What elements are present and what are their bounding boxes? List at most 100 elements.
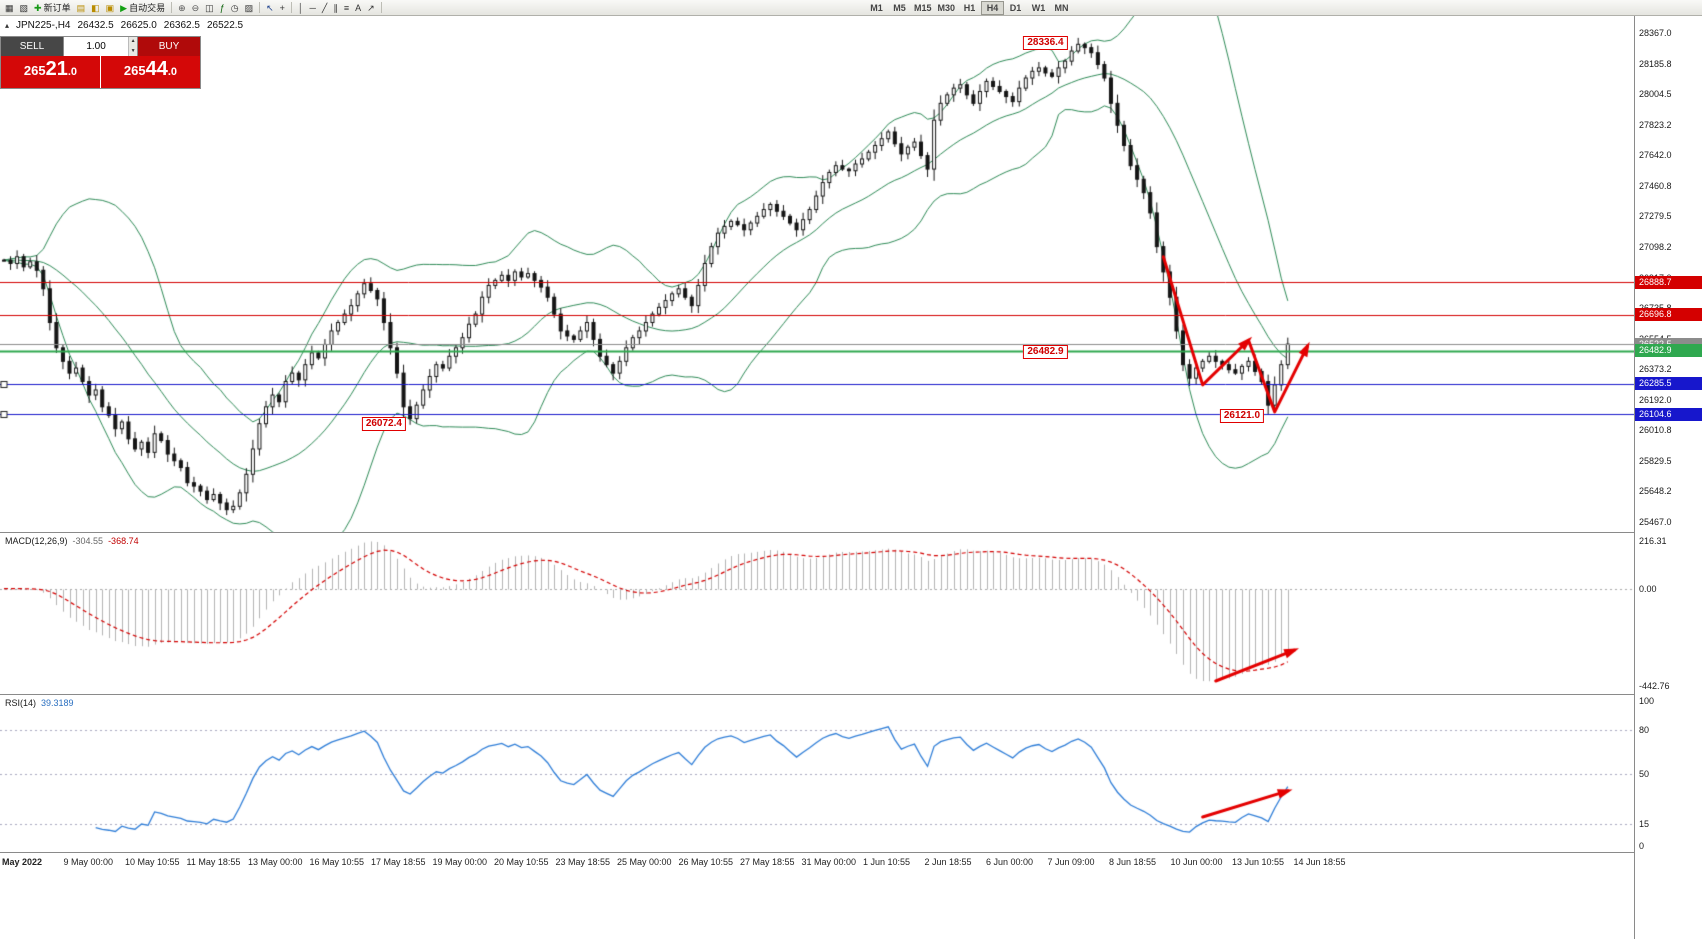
time-label: 6 Jun 00:00 — [986, 857, 1034, 867]
timeframe-m1-button[interactable]: M1 — [865, 1, 888, 15]
toolbar-separator — [290, 2, 292, 13]
axis-tick-label: 28004.5 — [1639, 89, 1672, 100]
templates-button[interactable]: ▨ — [242, 1, 257, 15]
main-chart-canvas[interactable] — [0, 16, 1634, 532]
time-axis[interactable]: May 2022 9 May 00:00 10 May 10:55 11 May 18… — [0, 852, 1634, 872]
price-line-label: 26696.8 — [1635, 308, 1702, 322]
macd-main-value: -304.55 — [72, 536, 104, 546]
axis-tick-label: 27098.2 — [1639, 241, 1672, 252]
new-order-button[interactable]: ✚ 新订单 — [31, 1, 74, 15]
new-chart-button[interactable]: ▦ — [2, 1, 17, 15]
time-label: 2 Jun 18:55 — [924, 857, 972, 867]
price-line-label: 26285.5 — [1635, 377, 1702, 391]
trendline-button[interactable]: ╱ — [319, 1, 330, 15]
price-callout[interactable]: 26072.4 — [361, 416, 406, 431]
sell-price-button[interactable]: 265 21.0 — [1, 56, 100, 88]
macd-label: MACD(12,26,9) -304.55 -368.74 — [5, 536, 139, 546]
close-value: 26522.5 — [206, 20, 244, 31]
volume-up-button[interactable]: ▲ — [129, 37, 137, 47]
price-line-label: 26888.7 — [1635, 275, 1702, 289]
axis-tick-label: 26192.0 — [1639, 394, 1672, 405]
axis-tick-label: 25467.0 — [1639, 517, 1672, 527]
bottom-blank-area — [0, 872, 1634, 939]
macd-canvas[interactable] — [0, 533, 1634, 694]
cursor-button[interactable]: ↖ — [263, 1, 277, 15]
sell-price-text: 21 — [45, 58, 68, 80]
price-line-label: 26482.9 — [1635, 344, 1702, 358]
price-axis[interactable]: 28367.0 28185.8 28004.5 27823.2 27642.0 27460… — [1634, 16, 1702, 939]
high-value: 26625.0 — [120, 20, 157, 31]
axis-tick-label: 28367.0 — [1639, 28, 1672, 38]
channel-button[interactable]: ∥ — [330, 1, 341, 15]
zoom-in-icon: ⊕ — [178, 2, 186, 13]
volume-input[interactable] — [64, 37, 129, 56]
axis-tick-label: 0 — [1639, 841, 1645, 851]
price-callout[interactable]: 26482.9 — [1023, 344, 1068, 359]
timeframe-m30-button[interactable]: M30 — [935, 1, 959, 15]
axis-tick-label: 216.31 — [1639, 536, 1667, 546]
timeframe-d1-button[interactable]: D1 — [1004, 1, 1027, 15]
zoom-out-button[interactable]: ⊖ — [189, 1, 203, 15]
horizontal-line-button[interactable]: ─ — [307, 1, 319, 15]
text-button[interactable]: A — [352, 1, 364, 15]
macd-name: MACD(12,26,9) — [5, 536, 68, 546]
trendline-icon: ╱ — [321, 2, 328, 13]
axis-tick-label: 50 — [1639, 768, 1650, 779]
timeframe-w1-button[interactable]: W1 — [1027, 1, 1050, 15]
vertical-line-icon: │ — [297, 2, 304, 13]
macd-panel: MACD(12,26,9) -304.55 -368.74 — [0, 532, 1634, 694]
arrow-objects-icon: ↗ — [367, 2, 375, 13]
market-watch-button[interactable]: ▤ — [74, 1, 89, 15]
axis-tick-label: 25829.5 — [1639, 455, 1672, 466]
chart-window: ▴ JPN225-,H4 26432.5 26625.0 26362.5 265… — [0, 16, 1702, 939]
timeframe-m15-button[interactable]: M15 — [911, 1, 935, 15]
crosshair-button[interactable]: + — [277, 1, 288, 15]
toolbar-buttons: ▦ ▧ ✚ 新订单 ▤ ◧ ▣ ▶ 自动交易 ⊕ ⊖ ◫ ƒ ◷ ▨ ↖ + │ ─ ╱ ∥ ≡ A ↗ — [0, 0, 385, 16]
profiles-button[interactable]: ▧ — [17, 1, 32, 15]
time-label: 9 May 00:00 — [63, 857, 114, 867]
buy-button[interactable]: BUY — [138, 37, 200, 56]
text-icon: A — [355, 2, 362, 13]
volume-spinner: ▲ ▼ — [128, 37, 137, 56]
timeframe-h1-button[interactable]: H1 — [958, 1, 981, 15]
axis-tick-label: 25648.2 — [1639, 486, 1672, 497]
autotrading-button[interactable]: ▶ 自动交易 — [117, 1, 168, 15]
sell-price-text: 265 — [23, 63, 46, 78]
tile-windows-icon: ◫ — [205, 2, 214, 13]
axis-tick-label: 80 — [1639, 725, 1650, 735]
navigator-button[interactable]: ◧ — [88, 1, 103, 15]
axis-tick-label: 100 — [1639, 696, 1655, 706]
new-chart-icon: ▦ — [5, 2, 14, 13]
trade-widget-header: SELL ▲ ▼ BUY — [1, 37, 200, 56]
axis-tick-label: 28185.8 — [1639, 58, 1672, 69]
tile-windows-button[interactable]: ◫ — [202, 1, 217, 15]
time-label: 26 May 10:55 — [678, 857, 734, 867]
sell-button[interactable]: SELL — [1, 37, 63, 56]
time-label: 20 May 10:55 — [494, 857, 549, 867]
price-callout[interactable]: 26121.0 — [1219, 409, 1265, 424]
fibonacci-button[interactable]: ≡ — [341, 1, 352, 15]
arrows-button[interactable]: ↗ — [364, 1, 378, 15]
timeframe-h4-button[interactable]: H4 — [981, 1, 1005, 15]
periods-button[interactable]: ◷ — [228, 1, 242, 15]
buy-price-text: 44 — [145, 58, 168, 80]
terminal-button[interactable]: ▣ — [103, 1, 118, 15]
zoom-in-button[interactable]: ⊕ — [175, 1, 189, 15]
templates-icon: ▨ — [244, 2, 254, 13]
price-line-label: 26104.6 — [1635, 407, 1702, 421]
timeframe-m5-button[interactable]: M5 — [888, 1, 911, 15]
volume-down-button[interactable]: ▼ — [129, 46, 137, 56]
toolbar-separator — [259, 2, 261, 13]
low-value: 26362.5 — [163, 20, 200, 31]
time-label: 11 May 18:55 — [186, 857, 241, 867]
timeframe-mn-button[interactable]: MN — [1050, 1, 1073, 15]
time-label: 10 May 10:55 — [125, 857, 180, 867]
toolbar-separator — [171, 2, 173, 13]
vertical-line-button[interactable]: │ — [295, 1, 307, 15]
price-callout[interactable]: 28336.4 — [1023, 35, 1068, 50]
rsi-canvas[interactable] — [0, 695, 1634, 852]
axis-tick-label: 26010.8 — [1639, 425, 1672, 436]
buy-price-button[interactable]: 265 44.0 — [101, 56, 200, 88]
indicators-button[interactable]: ƒ — [217, 1, 228, 15]
time-label: 13 May 00:00 — [248, 857, 303, 867]
